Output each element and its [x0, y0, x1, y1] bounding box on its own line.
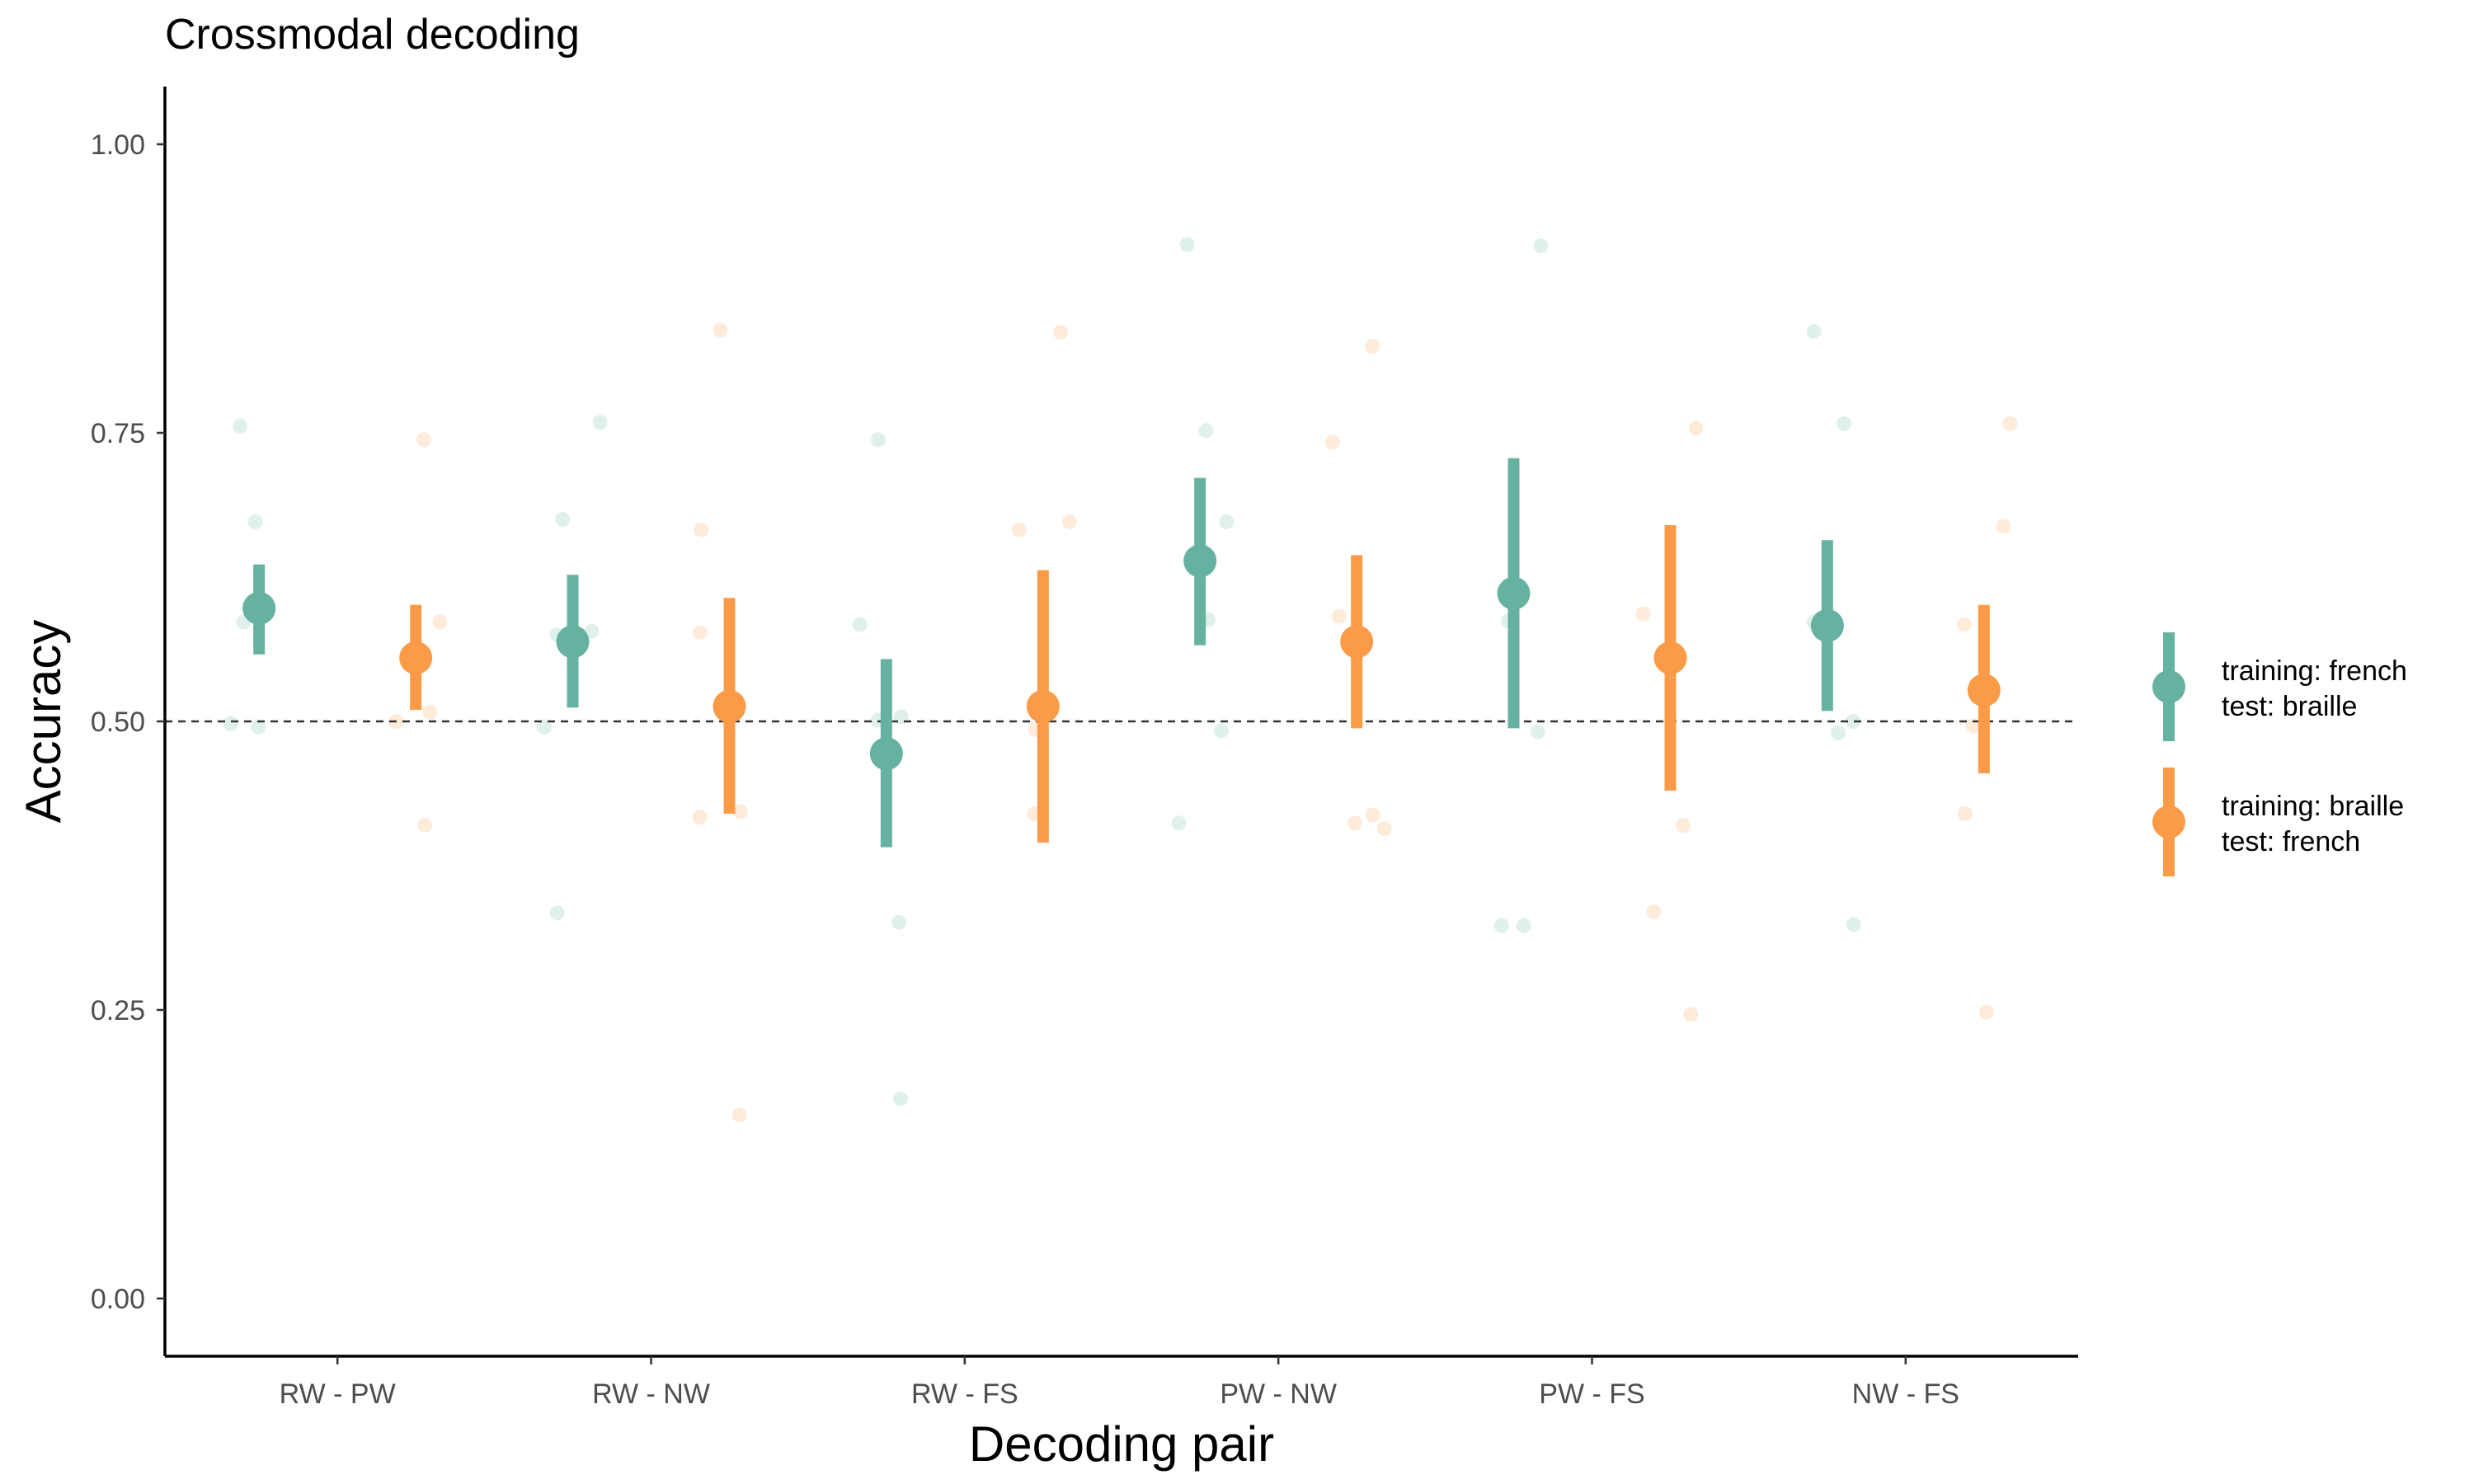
- mean-points-layer: [242, 544, 2001, 771]
- legend-key-point: [2152, 670, 2185, 703]
- individual-point: [233, 418, 248, 434]
- y-tick-label: 0.50: [91, 707, 145, 738]
- chart-title: Crossmodal decoding: [165, 11, 580, 59]
- individual-point: [1494, 918, 1510, 933]
- individual-points-layer: [223, 237, 2018, 1123]
- x-tick-label: RW - FS: [911, 1378, 1018, 1410]
- mean-point: [556, 625, 590, 659]
- mean-point: [399, 641, 433, 674]
- mean-point: [869, 737, 903, 771]
- mean-point: [713, 689, 746, 723]
- individual-point: [432, 614, 448, 630]
- individual-point: [549, 905, 565, 921]
- individual-point: [732, 804, 748, 819]
- y-tick-label: 0.25: [91, 995, 145, 1026]
- individual-point: [1846, 917, 1861, 932]
- individual-point: [251, 720, 266, 735]
- individual-point: [1996, 519, 2011, 534]
- legend-label: test: braille: [2222, 691, 2357, 722]
- individual-point: [1683, 1007, 1699, 1022]
- individual-point: [692, 625, 708, 641]
- individual-point: [1635, 606, 1651, 622]
- individual-point: [1831, 726, 1846, 740]
- legend-key-point: [2152, 805, 2185, 838]
- individual-point: [417, 818, 433, 833]
- mean-point: [1497, 576, 1531, 610]
- individual-point: [1646, 904, 1662, 919]
- individual-point: [1533, 238, 1549, 254]
- individual-point: [1530, 724, 1545, 740]
- individual-point: [1806, 323, 1822, 339]
- individual-point: [1324, 434, 1340, 450]
- y-axis-title: Accuracy: [16, 620, 71, 824]
- individual-point: [731, 1107, 747, 1123]
- individual-point: [247, 514, 263, 529]
- individual-point: [1516, 918, 1531, 933]
- x-tick-label: RW - PW: [280, 1378, 396, 1410]
- individual-point: [1978, 1004, 1994, 1020]
- individual-point: [1198, 423, 1214, 439]
- legend-label: training: braille: [2222, 791, 2404, 822]
- individual-point: [891, 914, 907, 930]
- individual-point: [1376, 821, 1392, 837]
- y-tick-label: 1.00: [91, 129, 145, 161]
- individual-point: [713, 322, 728, 338]
- y-axis-ticks: 0.00 0.25 0.50 0.75 1.00: [91, 129, 165, 1315]
- individual-point: [1213, 723, 1229, 739]
- individual-point: [1846, 714, 1861, 729]
- mean-point: [1340, 625, 1374, 659]
- individual-point: [1331, 608, 1347, 624]
- mean-point: [1810, 608, 1844, 642]
- individual-point: [871, 432, 887, 448]
- legend-label: test: french: [2222, 826, 2360, 857]
- individual-point: [1957, 806, 1973, 821]
- individual-point: [1179, 237, 1195, 252]
- legend: training: french test: braille training: b…: [2152, 632, 2407, 876]
- x-axis-ticks: RW - PW RW - NW RW - FS PW - NW PW - FS NW - …: [280, 1356, 1959, 1410]
- mean-point: [1967, 674, 2001, 707]
- legend-label: training: french: [2222, 655, 2407, 687]
- individual-point: [1837, 416, 1852, 431]
- individual-point: [893, 1091, 909, 1106]
- individual-point: [1956, 617, 1972, 632]
- individual-point: [1171, 815, 1187, 831]
- individual-point: [1675, 818, 1691, 833]
- x-tick-label: RW - NW: [592, 1378, 710, 1410]
- individual-point: [1688, 420, 1704, 436]
- individual-point: [223, 716, 238, 731]
- x-tick-label: PW - FS: [1539, 1378, 1644, 1410]
- individual-point: [694, 522, 709, 538]
- individual-point: [555, 512, 571, 527]
- individual-point: [592, 415, 608, 430]
- individual-point: [692, 810, 708, 825]
- individual-point: [536, 720, 552, 735]
- x-axis-title: Decoding pair: [969, 1416, 1274, 1472]
- x-tick-label: PW - NW: [1220, 1378, 1337, 1410]
- individual-point: [422, 704, 438, 720]
- y-tick-label: 0.75: [91, 418, 145, 449]
- x-tick-label: NW - FS: [1852, 1378, 1959, 1410]
- individual-point: [1347, 815, 1362, 831]
- mean-point: [1026, 689, 1060, 723]
- individual-point: [1365, 807, 1380, 823]
- individual-point: [1053, 325, 1069, 340]
- individual-point: [852, 617, 868, 632]
- mean-point: [242, 591, 276, 625]
- individual-point: [1219, 514, 1235, 529]
- individual-point: [416, 432, 432, 448]
- mean-point: [1183, 544, 1217, 578]
- individual-point: [1365, 339, 1380, 354]
- mean-point: [1653, 641, 1687, 674]
- individual-point: [1061, 514, 1077, 529]
- error-bars-layer: [253, 458, 1990, 848]
- individual-point: [2002, 416, 2018, 431]
- individual-point: [1011, 522, 1027, 538]
- y-tick-label: 0.00: [91, 1284, 145, 1315]
